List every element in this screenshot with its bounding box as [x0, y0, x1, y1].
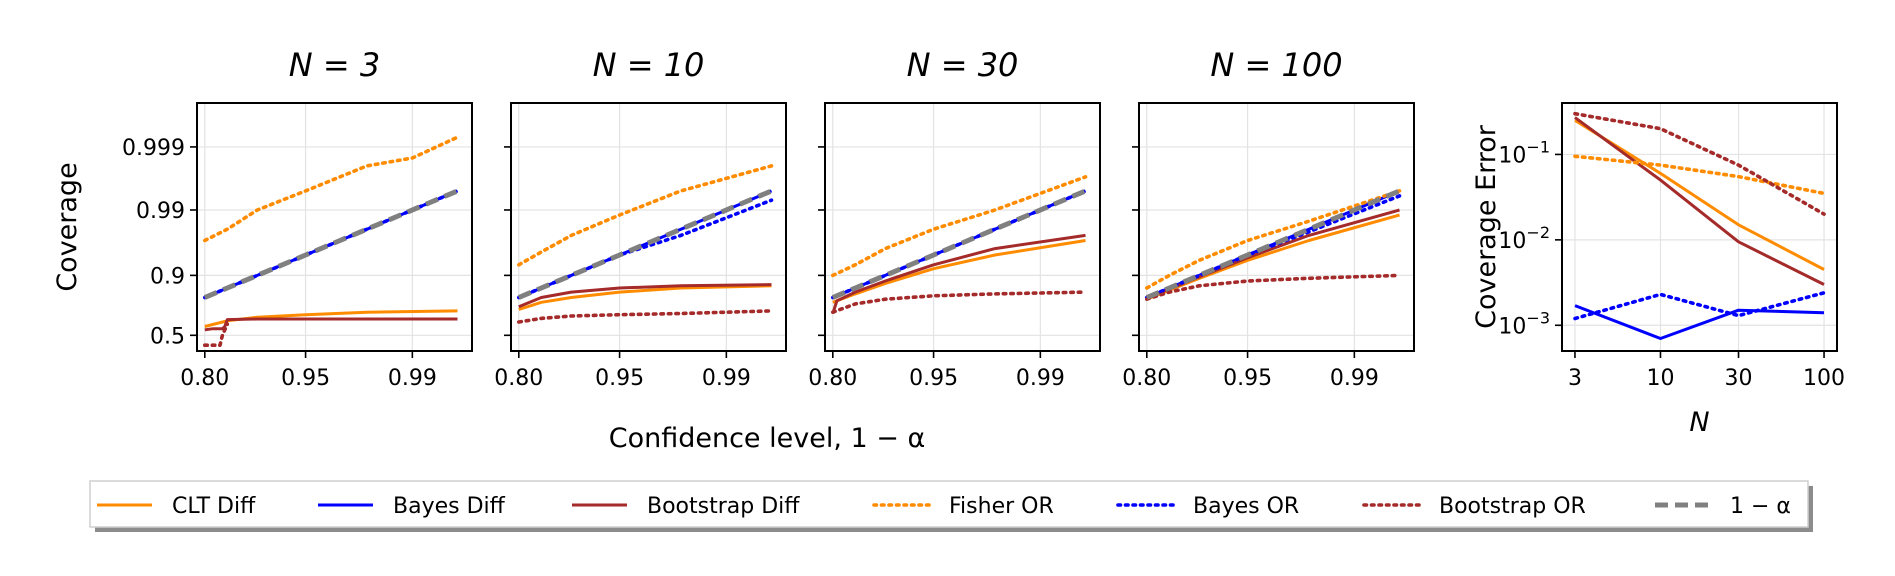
- y-tick-label: 10−2: [1498, 223, 1550, 254]
- panel-2: 0.80 0.95 0.99 N = 10: [494, 46, 787, 391]
- x-tick-label: 30: [1725, 366, 1753, 391]
- x-tick-label: 0.95: [1223, 366, 1272, 391]
- x-tick-label: 0.95: [595, 366, 644, 391]
- series-1-line: [517, 188, 773, 300]
- legend-entry-bayes-or: Bayes OR: [1116, 494, 1299, 519]
- panel-title: N = 10: [593, 46, 705, 84]
- panel-1: 0.80 0.95 0.99 0.5 0.9 0.99 0.999 N = 3: [122, 46, 473, 391]
- panel-5: 3 10 30 100 10−1 10−2 10−3 N Coverage Error: [1471, 102, 1845, 438]
- series-bootstrap-or-line: [1573, 111, 1826, 216]
- axes-frame: [1561, 102, 1838, 352]
- x-axis-label: N: [1689, 407, 1709, 438]
- legend-entry-bayes-diff: Bayes Diff: [318, 494, 506, 519]
- series-fisher-or-line: [1573, 154, 1826, 196]
- x-tick-label: 0.80: [494, 366, 543, 391]
- series-bootstrap-or-line: [516, 309, 774, 324]
- legend-label: CLT Diff: [172, 494, 256, 519]
- series-1-line: [203, 188, 459, 300]
- series-bootstrap-diff-line: [831, 233, 1086, 314]
- axes-frame: [196, 102, 473, 352]
- series-bootstrap-diff-line: [1574, 116, 1825, 286]
- x-tick-label: 0.99: [1016, 366, 1065, 391]
- legend-label: Fisher OR: [949, 494, 1054, 519]
- series-fisher-or-line: [516, 164, 774, 267]
- x-tick-label: 100: [1803, 366, 1845, 391]
- legend-box: [89, 480, 1809, 528]
- series-clt-diff-line: [518, 284, 772, 311]
- series-bootstrap-or-line: [830, 290, 1088, 315]
- series-bayes-diff-line: [1574, 304, 1825, 340]
- panel-title: N = 100: [1210, 46, 1342, 84]
- series-1-line: [1145, 188, 1401, 300]
- y-tick-label: 10−3: [1498, 308, 1550, 339]
- x-tick-label: 0.99: [388, 366, 437, 391]
- panel-3: 0.80 0.95 0.99 N = 30: [808, 46, 1101, 391]
- x-tick-label: 0.99: [1330, 366, 1379, 391]
- series-group: [516, 164, 774, 324]
- x-tick-label: 0.95: [909, 366, 958, 391]
- legend-label: Bootstrap OR: [1439, 494, 1586, 519]
- series-group: [1573, 111, 1826, 340]
- series-fisher-or-line: [1145, 189, 1402, 290]
- chart-panels: 0.80 0.95 0.99 0.5 0.9 0.99 0.999 N = 3 0.80 0.95…: [122, 46, 1845, 438]
- series-fisher-or-line: [830, 175, 1088, 278]
- y-tick-label: 0.9: [150, 264, 185, 289]
- legend-entry-1: 1 − α: [1655, 494, 1791, 519]
- y-axis-label: Coverage Error: [1471, 124, 1502, 329]
- x-tick-label: 0.99: [702, 366, 751, 391]
- series-bootstrap-or-line: [203, 322, 230, 348]
- legend-entry-fisher-or: Fisher OR: [872, 494, 1054, 519]
- series-clt-diff-line: [1146, 213, 1400, 301]
- series-bootstrap-diff-line: [204, 317, 458, 332]
- series-fisher-or-line: [203, 135, 460, 243]
- axes-frame: [1138, 102, 1415, 352]
- x-tick-label: 10: [1646, 366, 1674, 391]
- series-clt-diff-line: [204, 309, 458, 328]
- legend-label: 1 − α: [1730, 494, 1791, 519]
- series-group: [203, 135, 460, 348]
- legend-label: Bootstrap Diff: [647, 494, 800, 519]
- shared-x-axis-label: Confidence level, 1 − α: [609, 423, 926, 454]
- x-tick-label: 0.80: [1122, 366, 1171, 391]
- x-tick-label: 0.95: [281, 366, 330, 391]
- series-bayes-or-line: [1573, 290, 1826, 321]
- panel-title: N = 3: [289, 46, 380, 84]
- series-group: [1145, 188, 1402, 302]
- y-tick-label: 10−1: [1498, 137, 1550, 168]
- series-1-line: [831, 188, 1087, 300]
- x-tick-label: 0.80: [180, 366, 229, 391]
- axes-frame: [510, 102, 787, 352]
- series-bootstrap-or-line: [1145, 273, 1402, 302]
- y-tick-label: 0.99: [136, 199, 185, 224]
- y-tick-label: 0.999: [122, 136, 185, 161]
- series-group: [830, 175, 1088, 315]
- x-tick-label: 3: [1568, 366, 1582, 391]
- series-clt-diff-line: [1574, 119, 1825, 271]
- series-bootstrap-diff-line: [518, 283, 772, 309]
- panel-4: 0.80 0.95 0.99 N = 100: [1122, 46, 1415, 391]
- legend-label: Bayes OR: [1193, 494, 1299, 519]
- legend-label: Bayes Diff: [393, 494, 506, 519]
- shared-y-axis-label: Coverage: [52, 162, 83, 291]
- y-tick-label: 0.5: [150, 324, 185, 349]
- legend-entry-bootstrap-or: Bootstrap OR: [1362, 494, 1586, 519]
- x-tick-label: 0.80: [808, 366, 857, 391]
- legend-entry-bootstrap-diff: Bootstrap Diff: [572, 494, 800, 519]
- legend: CLT Diff Bayes Diff Bootstrap Diff Fisher O…: [89, 480, 1813, 532]
- panel-title: N = 30: [907, 46, 1019, 84]
- legend-entry-clt-diff: CLT Diff: [97, 494, 256, 519]
- axes-frame: [824, 102, 1101, 352]
